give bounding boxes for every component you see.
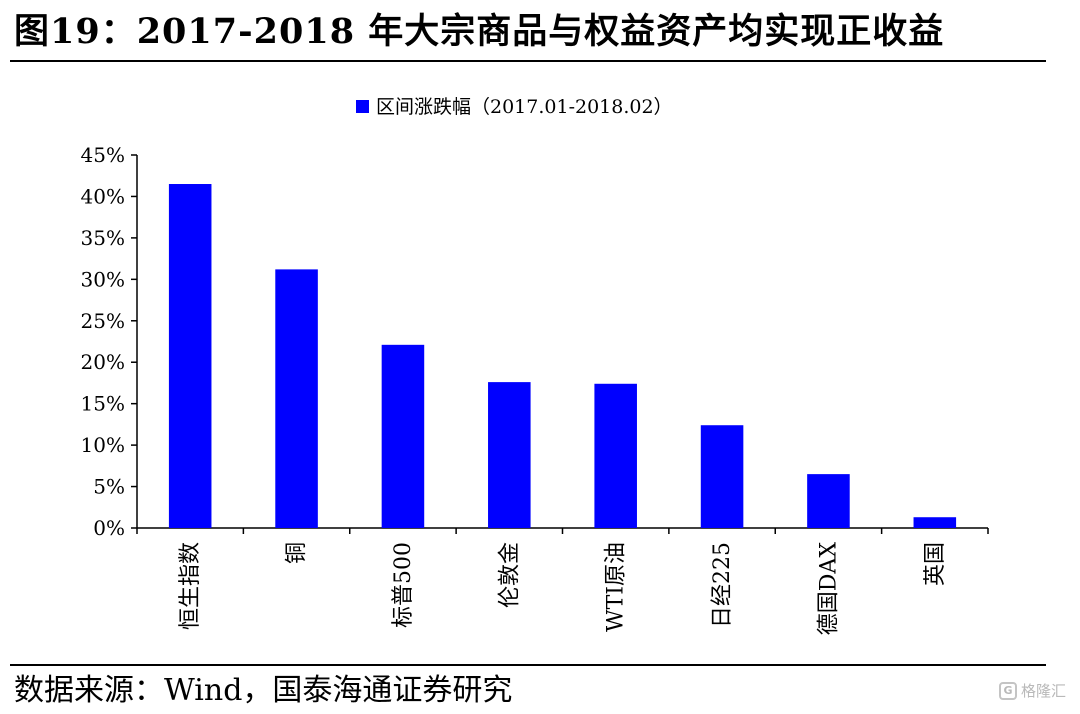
legend-swatch — [356, 100, 369, 113]
x-category-label: 标普500 — [391, 542, 416, 628]
x-category-label: 英国 — [923, 542, 948, 586]
y-tick-label: 40% — [81, 184, 125, 208]
x-category-label: 伦敦金 — [497, 542, 522, 608]
figure-title: 图19：2017-2018 年大宗商品与权益资产均实现正收益 — [14, 11, 945, 52]
legend-label: 区间涨跌幅（2017.01-2018.02） — [376, 96, 673, 118]
bar — [381, 344, 425, 528]
source-rule — [10, 664, 1046, 666]
y-tick-label: 5% — [93, 475, 125, 499]
bar — [488, 382, 531, 528]
y-tick-label: 45% — [81, 143, 125, 167]
y-tick-label: 30% — [81, 267, 125, 291]
y-tick-label: 0% — [93, 516, 125, 540]
x-category-label: 铜 — [285, 542, 310, 564]
x-category-label: 德国DAX — [816, 542, 841, 636]
x-category-label: 日经225 — [710, 542, 735, 628]
bar — [594, 383, 637, 528]
bar — [700, 425, 744, 528]
x-category-label: WTI原油 — [604, 542, 629, 632]
y-tick-label: 20% — [81, 350, 125, 374]
watermark-logo-icon: G — [998, 681, 1017, 700]
y-tick-label: 35% — [81, 226, 125, 250]
bar — [913, 517, 957, 528]
watermark: G 格隆汇 — [998, 680, 1066, 701]
bar — [275, 269, 318, 528]
y-tick-label: 15% — [81, 392, 125, 416]
watermark-text: 格隆汇 — [1020, 682, 1066, 700]
bar — [807, 474, 850, 528]
y-tick-label: 25% — [81, 309, 125, 333]
y-tick-label: 10% — [81, 433, 125, 457]
title-rule — [10, 60, 1046, 62]
x-category-label: 恒生指数 — [178, 542, 203, 630]
source-note: 数据来源：Wind，国泰海通证券研究 — [14, 673, 513, 708]
bar — [168, 184, 212, 528]
bar-chart: 区间涨跌幅（2017.01-2018.02） 0% 5% 10% 15% 20% 25% 30… — [81, 96, 989, 636]
